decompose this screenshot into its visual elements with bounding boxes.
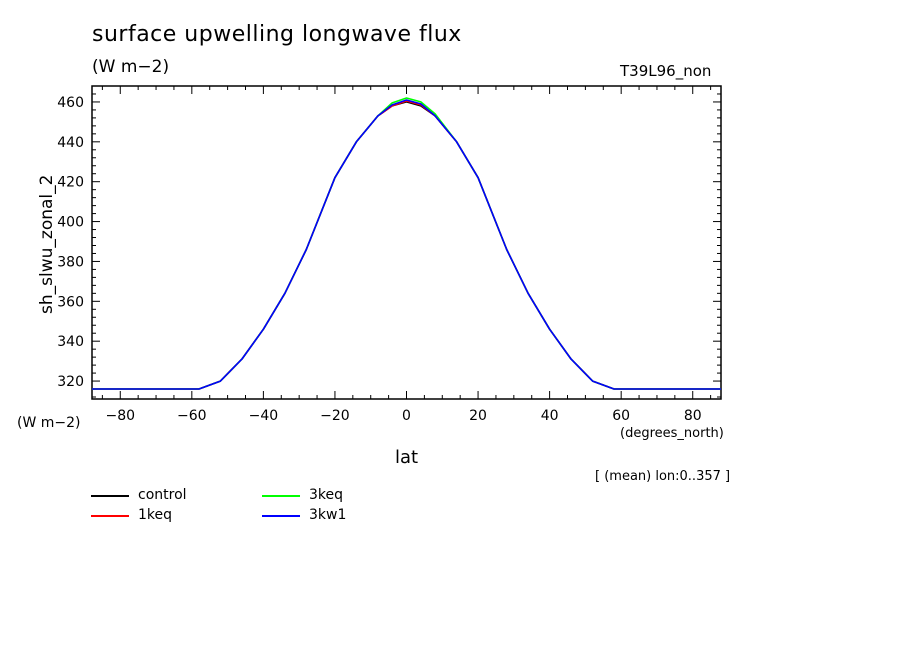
legend-swatch-1keq: [91, 515, 129, 517]
x-tick-label: 0: [402, 408, 411, 424]
x-axis-label: lat: [395, 447, 419, 468]
x-axis-units: (degrees_north): [620, 426, 724, 441]
y-tick-label: 400: [57, 215, 84, 231]
x-tick-label: 60: [612, 408, 630, 424]
y-axis-units: (W m−2): [17, 415, 81, 431]
series-line-control: [92, 101, 721, 390]
chart-units: (W m−2): [92, 57, 170, 77]
y-tick-label: 340: [57, 334, 84, 350]
run-id: T39L96_non: [620, 62, 712, 80]
legend-label-control: control: [138, 487, 187, 503]
series-line-3keq: [92, 97, 721, 390]
chart-title: surface upwelling longwave flux: [92, 22, 462, 47]
y-tick-label: 460: [57, 95, 84, 111]
x-tick-label: −20: [320, 408, 350, 424]
legend-swatch-3kw1: [262, 515, 300, 517]
x-tick-label: 20: [469, 408, 487, 424]
legend-label-3keq: 3keq: [309, 487, 344, 503]
x-tick-label: −40: [249, 408, 279, 424]
x-tick-label: 40: [541, 408, 559, 424]
y-tick-label: 440: [57, 135, 84, 151]
plot-frame: [91, 85, 722, 400]
legend-swatch-control: [91, 495, 129, 497]
series-line-3kw1: [92, 99, 721, 390]
series-line-1keq: [92, 100, 721, 390]
y-tick-label: 380: [57, 254, 84, 270]
x-tick-label: −60: [177, 408, 207, 424]
legend-label-1keq: 1keq: [138, 507, 173, 523]
x-tick-label: 80: [684, 408, 702, 424]
legend-label-3kw1: 3kw1: [309, 507, 347, 523]
y-tick-label: 360: [57, 294, 84, 310]
y-tick-label: 320: [57, 374, 84, 390]
legend-swatch-3keq: [262, 495, 300, 497]
x-tick-label: −80: [105, 408, 135, 424]
y-tick-label: 420: [57, 175, 84, 191]
subset-note: [ (mean) lon:0..357 ]: [595, 469, 731, 484]
